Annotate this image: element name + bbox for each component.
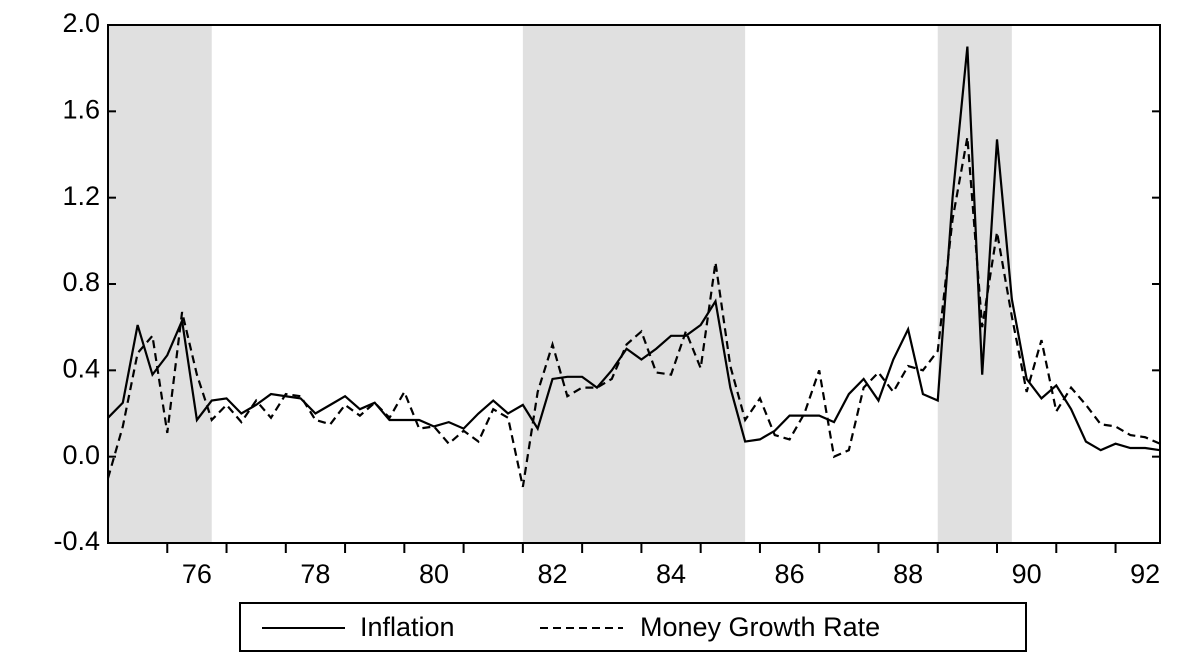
y-tick-label: 0.8 xyxy=(62,267,100,297)
legend-label: Inflation xyxy=(360,612,455,642)
plot-frame xyxy=(107,24,1161,544)
x-tick-label: 82 xyxy=(537,559,567,589)
y-tick-label: 2.0 xyxy=(62,8,100,38)
y-tick-label: 1.6 xyxy=(62,94,100,124)
shaded-region xyxy=(108,25,212,543)
y-tick-label: 1.2 xyxy=(62,181,100,211)
y-tick-label: -0.4 xyxy=(53,526,100,556)
x-tick-label: 86 xyxy=(775,559,805,589)
x-tick-label: 78 xyxy=(300,559,330,589)
x-tick-label: 76 xyxy=(182,559,212,589)
series-line xyxy=(107,46,1161,452)
shaded-region xyxy=(522,25,746,543)
x-tick-label: 80 xyxy=(419,559,449,589)
shaded-region xyxy=(937,25,1012,543)
y-tick-label: 0.0 xyxy=(62,440,100,470)
x-tick-label: 90 xyxy=(1012,559,1042,589)
legend-label: Money Growth Rate xyxy=(640,612,880,642)
x-tick-label: 88 xyxy=(893,559,923,589)
legend-box xyxy=(239,602,1027,652)
series-line xyxy=(106,137,1161,488)
x-tick-label: 84 xyxy=(656,559,686,589)
y-tick-label: 0.4 xyxy=(62,353,100,383)
x-tick-label: 92 xyxy=(1130,559,1160,589)
